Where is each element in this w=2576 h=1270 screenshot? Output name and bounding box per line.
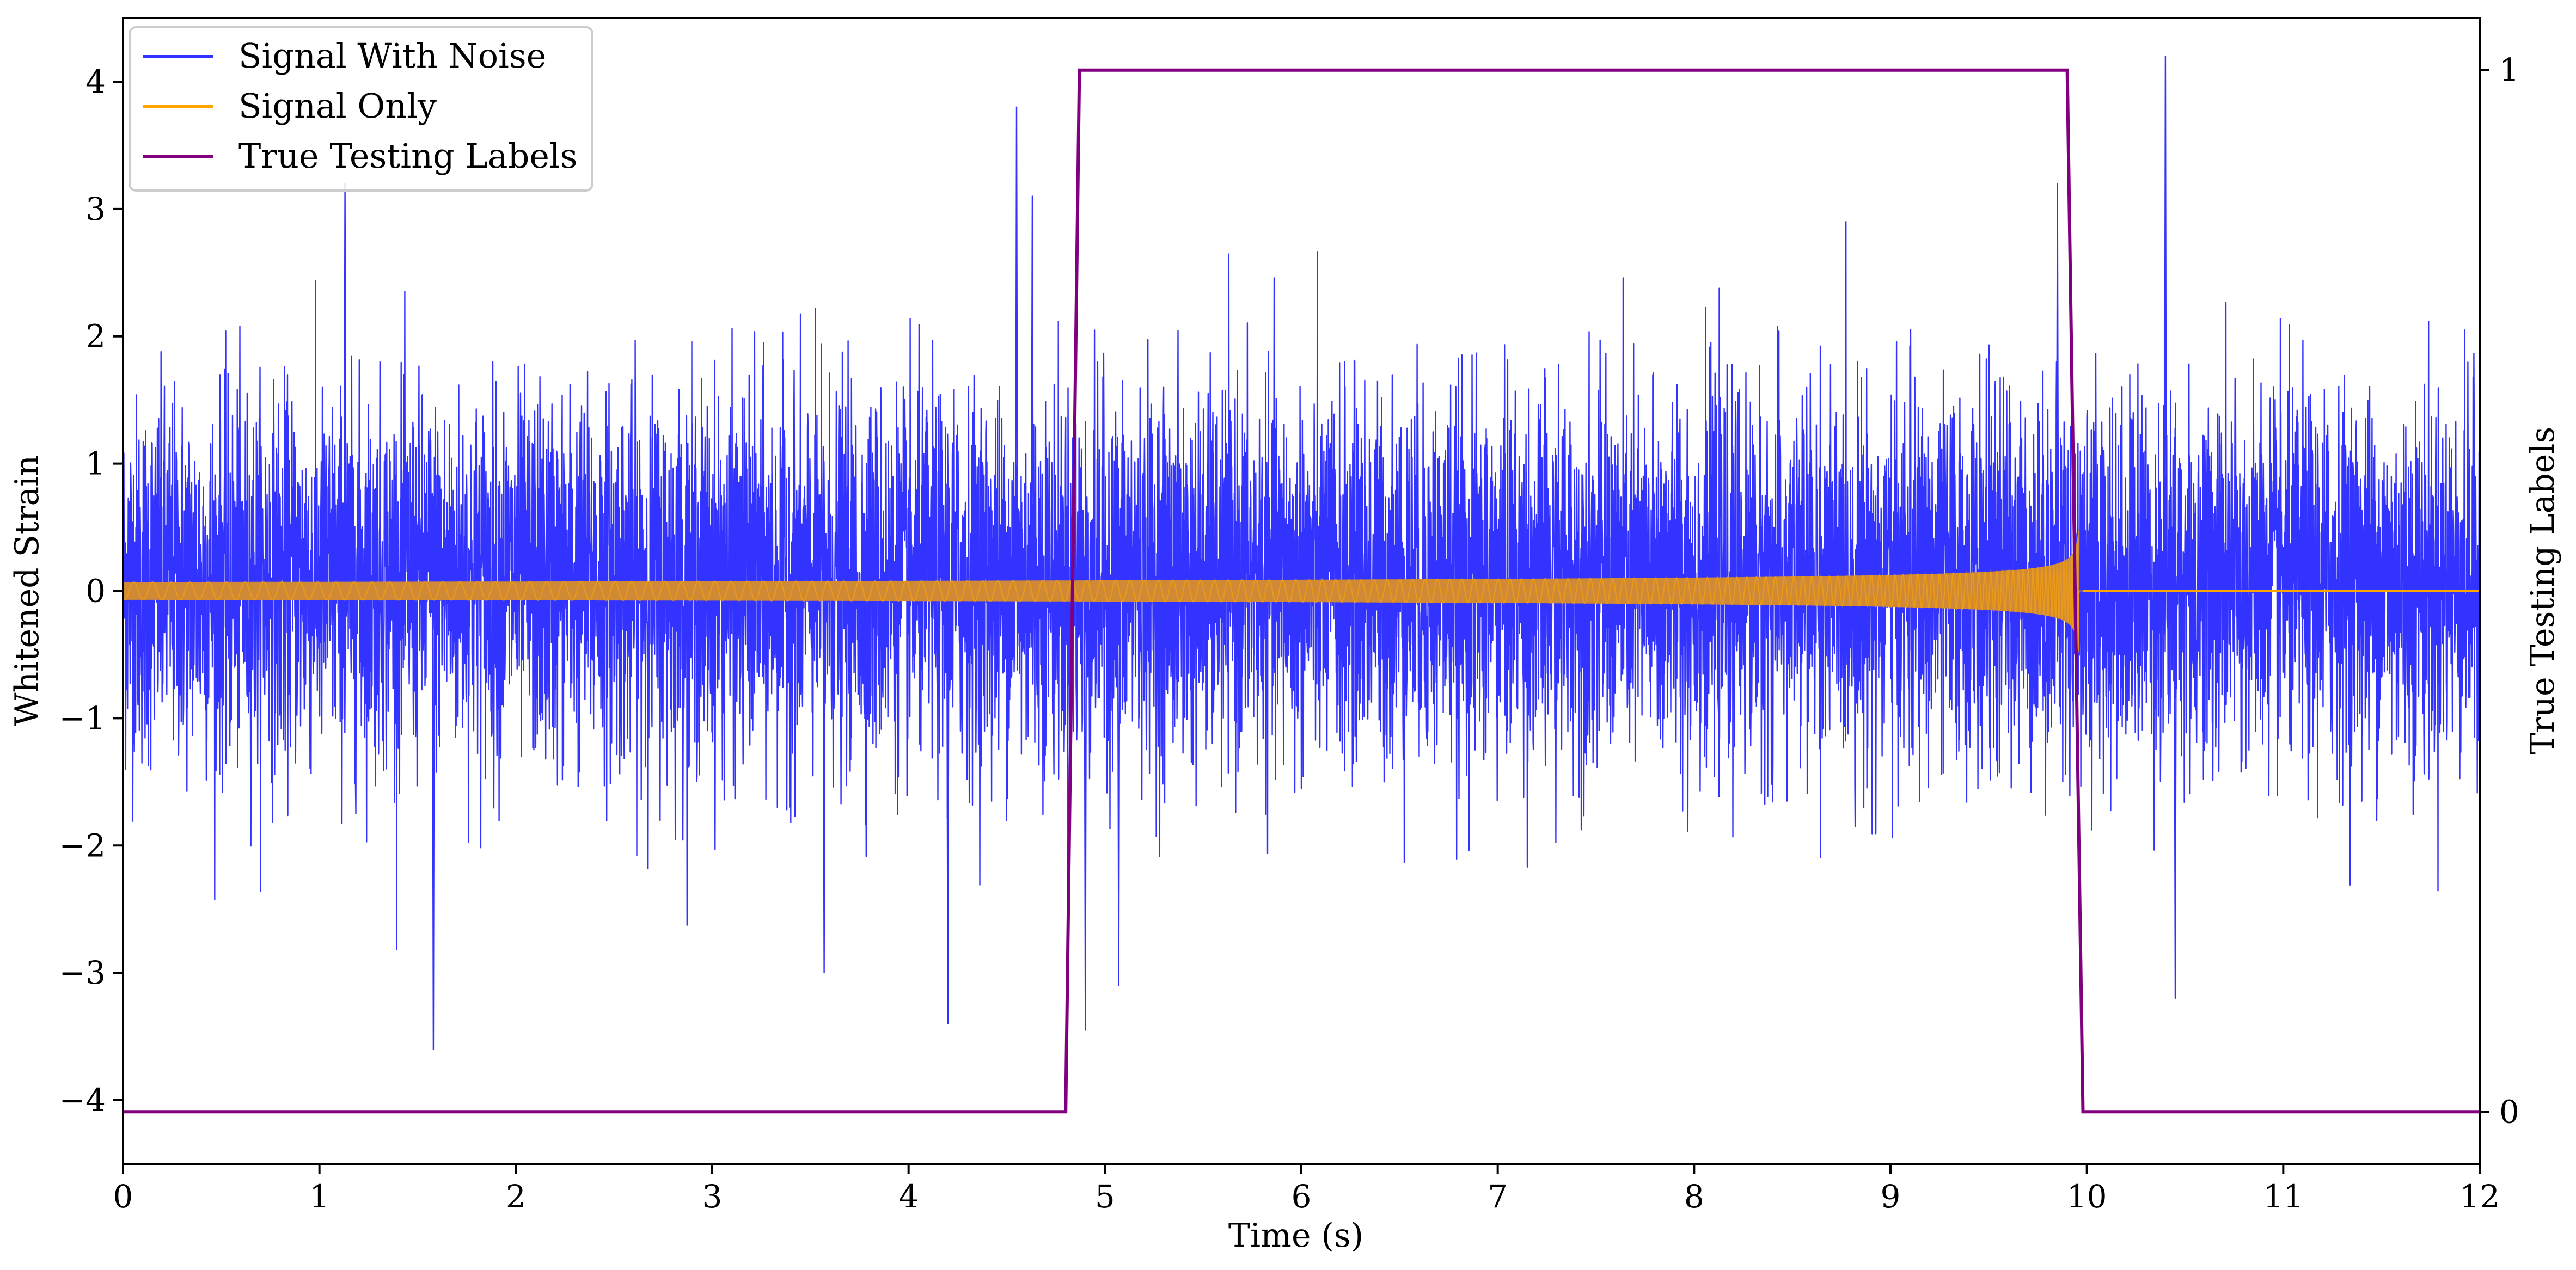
legend-box xyxy=(129,26,593,192)
x-tick-label: 11 xyxy=(2263,1178,2303,1215)
legend: Signal With Noise Signal Only True Testi… xyxy=(129,26,593,192)
y-tick-label: −4 xyxy=(59,1082,106,1119)
legend-label-signal: Signal Only xyxy=(238,86,437,126)
y2-axis-ticks: 01 xyxy=(2480,52,2519,1130)
series-signal-only-envelope xyxy=(123,527,2079,654)
y-tick-label: 4 xyxy=(85,63,106,100)
y2-tick-label: 1 xyxy=(2499,52,2519,89)
y-tick-label: 0 xyxy=(85,573,106,610)
x-tick-label: 1 xyxy=(309,1178,329,1215)
legend-label-noise: Signal With Noise xyxy=(238,36,546,76)
x-tick-label: 6 xyxy=(1292,1178,1312,1215)
y-axis-ticks: −4 −3 −2 −1 0 1 2 3 4 xyxy=(59,63,123,1119)
y-tick-label: −2 xyxy=(59,827,106,864)
x-tick-label: 3 xyxy=(702,1178,723,1215)
series-signal-with-noise xyxy=(122,56,2481,1050)
plot-area xyxy=(122,56,2481,1114)
x-tick-label: 7 xyxy=(1488,1178,1508,1215)
x-tick-label: 0 xyxy=(113,1178,133,1215)
x-tick-label: 2 xyxy=(506,1178,526,1215)
x-axis-label: Time (s) xyxy=(1228,1217,1363,1255)
x-tick-label: 10 xyxy=(2067,1178,2107,1215)
y-tick-label: −3 xyxy=(59,954,106,991)
legend-label-labels: True Testing Labels xyxy=(238,136,578,176)
y-axis-label: Whitened Strain xyxy=(8,455,46,726)
y-tick-label: 1 xyxy=(85,445,106,482)
x-tick-label: 8 xyxy=(1684,1178,1704,1215)
x-tick-label: 5 xyxy=(1095,1178,1115,1215)
x-tick-label: 9 xyxy=(1881,1178,1901,1215)
y-tick-label: −1 xyxy=(59,700,106,737)
x-axis-ticks: 0 1 2 3 4 5 6 7 8 9 10 11 12 xyxy=(113,1164,2500,1215)
y-tick-label: 3 xyxy=(85,191,106,228)
y2-axis-label: True Testing Labels xyxy=(2524,427,2562,755)
x-tick-label: 4 xyxy=(898,1178,919,1215)
y-tick-label: 2 xyxy=(85,318,106,355)
y2-tick-label: 0 xyxy=(2499,1093,2519,1130)
x-tick-label: 12 xyxy=(2459,1178,2500,1215)
series-true-testing-labels xyxy=(123,68,2480,1114)
